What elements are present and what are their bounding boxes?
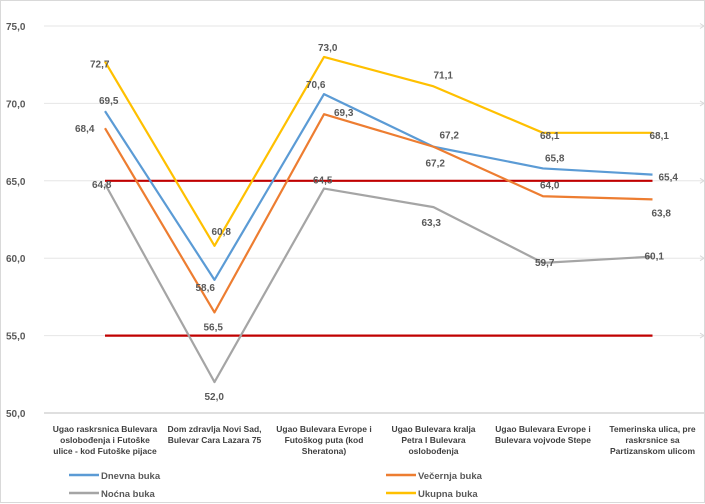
data-label: 58,6 <box>196 283 216 294</box>
x-category-label: Partizanskom ulicom <box>610 446 695 456</box>
y-tick-label: 75,0 <box>6 22 26 33</box>
series-line <box>104 183 653 384</box>
data-label: 64,8 <box>92 180 112 191</box>
data-label: 68,1 <box>650 131 670 142</box>
x-category-label: Temerinska ulica, pre <box>609 424 696 434</box>
series-line <box>104 55 653 247</box>
legend-label: Dnevna buka <box>101 471 161 482</box>
x-category-label: Ugao Bulevara kralja <box>391 424 475 434</box>
x-category-label: Sheratona) <box>302 446 347 456</box>
data-label: 67,2 <box>440 131 460 142</box>
legend-label: Ukupna buka <box>418 489 478 500</box>
x-category-label: raskrsnice sa <box>625 435 680 445</box>
data-label: 73,0 <box>318 43 338 54</box>
x-category-label: oslobođenja i Futoške <box>60 435 150 445</box>
y-tick-label: 70,0 <box>6 99 26 110</box>
x-category-label: Petra I Bulevara <box>401 435 466 445</box>
data-label: 68,4 <box>75 124 95 135</box>
x-category-label: Ugao raskrsnica Bulevara <box>53 424 158 434</box>
data-label: 72,7 <box>90 60 110 71</box>
x-category-label: Dom zdravlja Novi Sad, <box>168 424 262 434</box>
data-label: 56,5 <box>204 322 224 333</box>
legend-label: Noćna buka <box>101 489 156 500</box>
legend-label: Večernja buka <box>418 471 483 482</box>
data-label: 67,2 <box>426 159 446 170</box>
data-label: 68,1 <box>540 131 560 142</box>
gridline-arrow <box>699 23 705 29</box>
series-line <box>104 93 653 281</box>
gridline-arrow <box>699 177 705 184</box>
y-tick-label: 65,0 <box>6 177 26 188</box>
data-label: 63,3 <box>422 218 442 229</box>
data-label: 70,6 <box>306 80 326 91</box>
x-category-label: Bulevara vojvode Stepe <box>495 435 591 445</box>
gridline-arrow <box>699 100 705 107</box>
x-category-label: Ugao Bulevara Evrope i <box>276 424 371 434</box>
y-tick-label: 60,0 <box>6 254 26 265</box>
gridline-arrow <box>699 255 705 262</box>
data-label: 64,0 <box>540 180 560 191</box>
series-line <box>104 113 653 314</box>
data-label: 69,5 <box>99 96 119 107</box>
data-label: 65,8 <box>545 153 565 164</box>
data-label: 52,0 <box>205 392 225 403</box>
data-label: 71,1 <box>434 70 454 81</box>
data-label: 69,3 <box>334 108 354 119</box>
x-category-label: oslobođenja <box>408 446 458 456</box>
x-category-label: Ugao Bulevara Evrope i <box>495 424 590 434</box>
y-tick-label: 50,0 <box>6 409 26 420</box>
x-category-label: ulice - kod Futoške pijace <box>53 446 157 456</box>
data-label: 65,4 <box>659 173 679 184</box>
y-tick-label: 55,0 <box>6 332 26 343</box>
gridline-arrow <box>699 332 705 339</box>
data-label: 60,1 <box>645 252 665 263</box>
x-category-label: Bulevar Cara Lazara 75 <box>168 435 262 445</box>
data-label: 64,5 <box>313 176 333 187</box>
data-label: 60,8 <box>212 227 232 238</box>
x-category-label: Futoškog puta (kod <box>285 435 364 445</box>
data-label: 59,7 <box>535 258 555 269</box>
data-label: 63,8 <box>652 208 672 219</box>
